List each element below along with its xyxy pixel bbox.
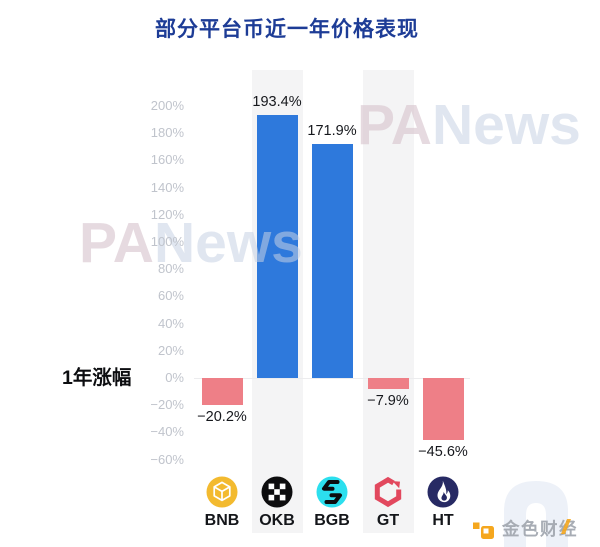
- value-label-bgb: 171.9%: [307, 123, 357, 140]
- okb-icon: [261, 476, 293, 508]
- y-tick-180: 180%: [150, 125, 184, 141]
- coin-ht: HT: [411, 476, 475, 530]
- y-tick--40: −40%: [150, 424, 184, 440]
- bar-bgb: [311, 144, 353, 378]
- jinse-logo: 金色财经: [472, 516, 578, 541]
- y-tick-100: 100%: [150, 234, 184, 249]
- bgb-icon: [316, 476, 348, 508]
- bar-ht: [422, 378, 464, 441]
- ht-icon: [427, 476, 459, 508]
- value-label-gt: −7.9%: [367, 392, 409, 409]
- coin-label-gt: GT: [376, 512, 400, 529]
- value-label-ht: −45.6%: [418, 444, 468, 461]
- coin-okb: OKB: [245, 476, 309, 530]
- jinse-watermark-shape: [504, 481, 568, 547]
- coin-bnb: BNB: [190, 476, 254, 530]
- y-tick-140: 140%: [150, 179, 184, 195]
- y-axis: 200% 180% 160% 140% 120% 100% 80% 60% 40% 20% 0% −2…: [0, 0, 184, 547]
- bar-bnb: [201, 378, 243, 406]
- zero-axis-line: [194, 378, 470, 379]
- coin-label-okb: OKB: [259, 512, 295, 529]
- column-band-gt: [362, 70, 414, 533]
- y-tick-160: 160%: [150, 152, 184, 168]
- value-label-okb: 193.4%: [252, 93, 302, 110]
- coin-label-ht: HT: [432, 512, 454, 529]
- coin-bgb: BGB: [300, 476, 364, 530]
- y-tick--20: −20%: [150, 397, 184, 413]
- chart-title: 部分平台币近一年价格表现: [155, 18, 419, 41]
- y-tick-120: 120%: [150, 206, 184, 222]
- value-label-bnb: −20.2%: [197, 409, 247, 426]
- y-tick-20: 20%: [157, 342, 184, 358]
- coin-label-bnb: BNB: [204, 512, 240, 529]
- jinse-caijing-icon: [473, 522, 494, 539]
- series-row-label: 1年涨幅: [62, 367, 132, 389]
- y-tick-40: 40%: [157, 315, 184, 331]
- y-tick--60: −60%: [150, 451, 184, 467]
- bar-okb: [256, 114, 298, 378]
- gt-icon: [374, 476, 402, 508]
- y-tick-200: 200%: [150, 98, 184, 113]
- bar-gt: [367, 378, 409, 389]
- y-tick-0: 0%: [165, 370, 184, 385]
- y-tick-80: 80%: [157, 261, 184, 277]
- jinse-caijing-label: 金色财经: [502, 516, 578, 541]
- y-tick-60: 60%: [157, 288, 184, 304]
- bnb-icon: [206, 476, 238, 508]
- coin-gt: GT: [356, 476, 420, 530]
- jinse-caijing-text: 金色财经: [502, 519, 578, 539]
- coin-label-bgb: BGB: [314, 512, 350, 529]
